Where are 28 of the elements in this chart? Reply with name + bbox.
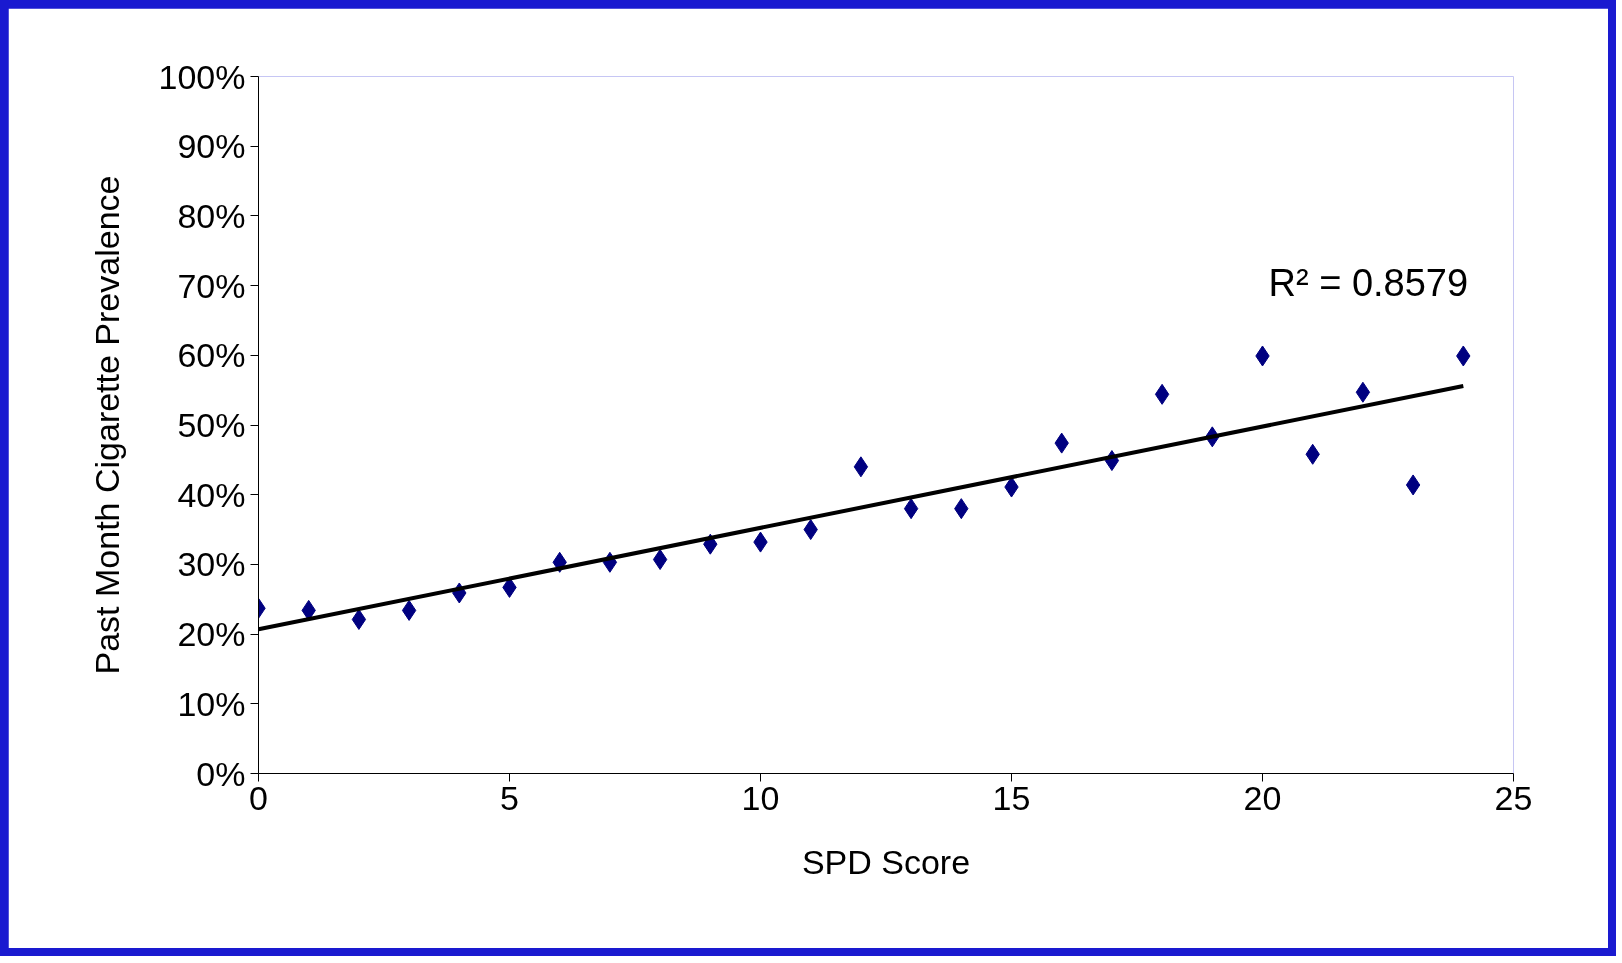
y-tick-label: 50% <box>177 406 246 444</box>
point <box>351 608 367 630</box>
point <box>401 599 417 621</box>
x-tick-label: 20 <box>1243 778 1282 817</box>
y-tick-label: 60% <box>177 336 246 375</box>
y-tick-label: 10% <box>177 684 246 723</box>
x-tick-label: 10 <box>741 778 780 817</box>
point <box>1405 474 1421 496</box>
y-tick-label: 0% <box>196 754 246 793</box>
y-tick-label: 20% <box>177 615 246 654</box>
point <box>1154 383 1170 405</box>
y-tick-label: 90% <box>177 127 246 166</box>
y-tick-label: 100% <box>158 57 246 96</box>
x-axis-title: SPD Score <box>801 842 971 881</box>
annotation: R² = 0.8579 <box>1268 261 1469 304</box>
y-tick-label: 80% <box>177 196 246 235</box>
x-tick-label: 25 <box>1494 778 1533 817</box>
point <box>652 549 668 571</box>
y-tick-label: 40% <box>177 475 246 514</box>
y-tick-label: 30% <box>177 545 246 584</box>
point <box>903 498 919 520</box>
x-tick-label: 15 <box>992 778 1031 817</box>
y-tick-label: 70% <box>177 266 246 305</box>
x-tick-label: 0 <box>249 778 268 817</box>
point <box>1355 381 1371 403</box>
y-axis-title: Past Month Cigarette Prevalence <box>87 175 126 675</box>
x-tick-label: 5 <box>500 778 519 817</box>
point <box>853 456 869 478</box>
